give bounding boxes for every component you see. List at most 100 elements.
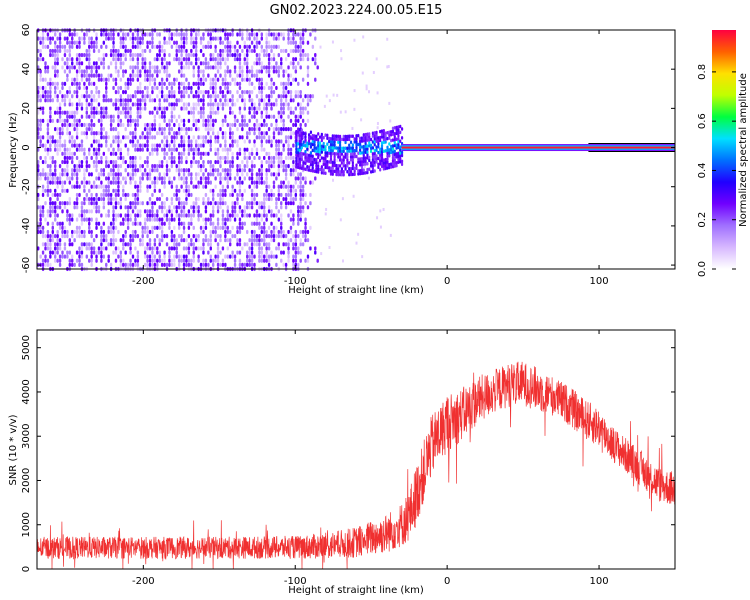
spectrogram-cell — [92, 48, 96, 54]
spectrogram-cell — [226, 44, 229, 49]
spectrogram-cell — [66, 90, 69, 95]
spectrogram-cell — [105, 139, 108, 144]
spectrogram-cell — [294, 196, 298, 202]
spectrogram-cell — [219, 57, 222, 62]
spectrogram-cell — [136, 147, 140, 152]
spectrogram-cell — [376, 216, 379, 220]
spectrogram-cell — [272, 65, 276, 70]
spectrogram-cell — [153, 122, 157, 128]
spectrogram-cell — [221, 213, 225, 218]
y-tick-label: -20 — [21, 179, 32, 195]
spectrogram-cell — [163, 81, 166, 86]
spectrogram-cell — [221, 106, 225, 111]
spectrogram-cell — [375, 148, 378, 152]
spectrogram-cell — [136, 184, 140, 189]
spectrogram-cell — [187, 118, 191, 123]
spectrogram-cell — [151, 143, 154, 148]
spectrogram-cell — [299, 176, 302, 181]
spectrogram-cell — [270, 57, 273, 62]
spectrogram-cell — [175, 209, 178, 214]
spectrogram-cell — [185, 262, 188, 267]
spectrogram-cell — [265, 32, 268, 37]
spectrogram-cell — [207, 131, 210, 136]
spectrogram-cell — [338, 169, 342, 174]
spectrogram-cell — [187, 258, 191, 263]
spectrogram-cell — [231, 250, 234, 255]
spectrogram-cell — [248, 90, 251, 95]
spectrogram-cell — [107, 77, 110, 82]
spectrogram-cell — [207, 180, 210, 185]
spectrogram-cell — [177, 201, 181, 206]
spectrogram-cell — [216, 250, 220, 255]
spectrogram-cell — [185, 90, 188, 95]
spectrogram-cell — [131, 164, 135, 169]
spectrogram-cell — [246, 172, 249, 177]
spectrogram-cell — [187, 225, 191, 230]
spectrogram-cell — [209, 164, 212, 169]
spectrogram-cell — [146, 69, 149, 74]
spectrogram-cell — [236, 127, 239, 132]
spectrogram-cell — [295, 129, 298, 134]
spectrogram-cell — [275, 147, 278, 152]
spectrogram-cell — [56, 127, 59, 132]
spectrogram-cell — [80, 94, 84, 99]
spectrogram-cell — [109, 143, 113, 148]
spectrogram-cell — [324, 148, 327, 152]
spectrogram-cell — [236, 143, 239, 148]
spectrogram-cell — [126, 205, 130, 210]
spectrogram-cell — [202, 250, 205, 255]
spectrogram-cell — [102, 168, 106, 173]
spectrogram-cell — [258, 246, 261, 251]
spectrogram-cell — [349, 134, 353, 139]
spectrogram-cell — [316, 65, 319, 70]
spectrogram-cell — [85, 90, 89, 95]
spectrogram-cell — [114, 176, 118, 181]
spectrogram-cell — [148, 201, 152, 206]
spectrogram-cell — [355, 139, 358, 144]
spectrogram-cell — [131, 94, 135, 99]
spectrogram-cell — [148, 135, 152, 140]
spectrogram-cell — [165, 262, 169, 267]
spectrogram-cell — [83, 155, 86, 161]
spectrogram-cell — [275, 176, 278, 181]
spectrogram-cell — [375, 160, 378, 164]
spectrogram-cell — [313, 148, 316, 153]
spectrogram-cell — [369, 149, 373, 153]
spectrogram-cell — [317, 146, 320, 151]
spectrogram-cell — [320, 156, 323, 160]
spectrogram-cell — [177, 114, 181, 119]
spectrogram-cell — [377, 165, 380, 170]
spectrogram-cell — [337, 140, 340, 145]
spectrogram-cell — [309, 154, 313, 158]
spectrogram-cell — [231, 184, 234, 189]
spectrogram-cell — [204, 205, 208, 210]
spectrogram-cell — [282, 164, 285, 169]
spectrogram-cell — [255, 44, 259, 49]
spectrogram-cell — [397, 145, 400, 150]
spectrogram-cell — [302, 166, 305, 171]
spectrogram-cell — [221, 176, 225, 181]
spectrogram-cell — [253, 36, 256, 41]
spectrogram-cell — [241, 122, 244, 128]
spectrogram-cell — [199, 262, 203, 267]
spectrogram-cell — [238, 217, 242, 222]
spectrogram-cell — [153, 77, 157, 82]
spectrogram-cell — [180, 40, 183, 45]
spectrogram-cell — [335, 146, 338, 150]
spectrogram-cell — [282, 147, 285, 152]
spectrogram-cell — [90, 73, 93, 78]
spectrogram-cell — [248, 176, 251, 181]
spectrogram-cell — [66, 233, 69, 239]
spectrogram-cell — [153, 164, 157, 169]
spectrogram-cell — [238, 32, 242, 37]
spectrogram-cell — [182, 143, 186, 148]
spectrogram-cell — [258, 40, 261, 45]
spectrogram-cell — [328, 139, 331, 144]
spectrogram-cell — [143, 65, 147, 70]
spectrogram-cell — [194, 233, 198, 239]
spectrogram-cell — [173, 155, 176, 161]
spectrogram-cell — [209, 94, 212, 99]
spectrogram-cell — [241, 48, 244, 54]
spectrogram-cell — [46, 233, 50, 239]
spectrogram-cell — [209, 238, 212, 243]
